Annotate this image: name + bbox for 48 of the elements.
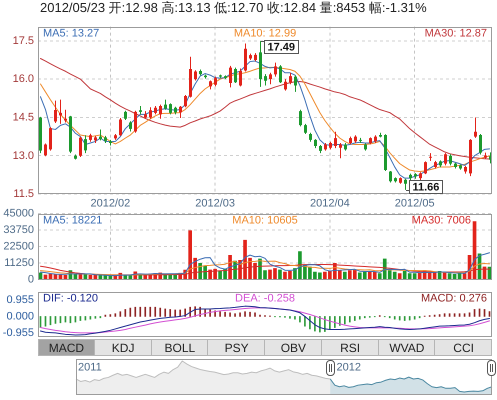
y-tick-label: 0.000 [6, 310, 34, 322]
text: WVAD [389, 341, 424, 355]
x-tick-label: 2012/04 [310, 198, 350, 210]
y-tick-label: 0 [28, 273, 34, 286]
text: MACD [48, 341, 84, 355]
text: MA10: 10605 [232, 214, 298, 227]
y-tick-label: 11250 [4, 256, 34, 269]
y-tick-label: -0.955 [2, 327, 34, 340]
y-tick-label: 17.5 [12, 34, 34, 47]
y-tick-label: 13.0 [12, 150, 34, 162]
text: MA5: 13.27 [43, 28, 100, 40]
y-tick-label: 33750 [3, 224, 34, 236]
text: DIF: -0.120 [43, 292, 98, 305]
x-tick-label: 2012 [336, 362, 361, 374]
y-tick-label: 11.5 [13, 188, 34, 200]
annotation: 11.66 [412, 182, 440, 194]
text: MA5: 18221 [43, 214, 102, 227]
text: MA30: 7006 [412, 214, 471, 227]
text: MA30: 12.87 [424, 28, 487, 40]
series-label: DEA: -0.258 [235, 292, 295, 305]
y-tick-label: 22500 [3, 240, 34, 253]
bar [342, 272, 347, 280]
text: OBV [280, 341, 306, 355]
bar [278, 270, 282, 280]
text: PSY [224, 341, 249, 355]
bar [398, 273, 402, 280]
text: KDJ [112, 341, 134, 355]
x-tick-label: 2012/03 [195, 198, 235, 210]
bar [488, 266, 492, 280]
x-tick-label: 2012/02 [90, 198, 130, 210]
candlestick [64, 110, 67, 123]
candlestick [429, 153, 432, 161]
x-tick-label: 2012/05 [394, 198, 435, 210]
y-tick-label: 16.0 [12, 73, 34, 86]
y-tick-label: 45000 [3, 208, 34, 220]
y-tick-label: 0.955 [6, 294, 34, 306]
text: MA10: 12.99 [234, 28, 296, 40]
text: CCI [453, 341, 474, 355]
bar [38, 272, 42, 280]
y-tick-label: 14.5 [12, 111, 34, 124]
annotation: 17.49 [268, 42, 296, 54]
x-tick-label: 2011 [78, 362, 102, 374]
text: RSI [340, 341, 360, 355]
chart-title: 2012/05/23 开:12.98 高:13.13 低:12.70 收:12.84 量:8453 幅:-1.31% [40, 0, 427, 15]
candlestick [59, 100, 62, 124]
bar [482, 266, 486, 280]
text: BOLL [164, 341, 196, 355]
series-label: MACD: 0.276 [420, 292, 487, 305]
